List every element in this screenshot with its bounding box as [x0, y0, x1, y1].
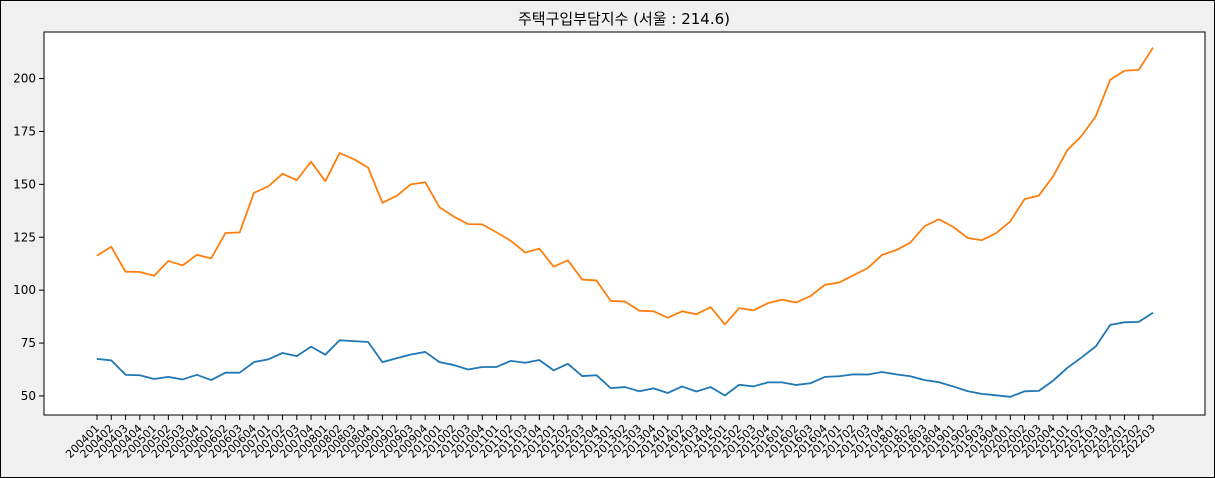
y-tick-label: 125	[13, 230, 36, 244]
series-lines	[96, 47, 1154, 398]
y-tick-label: 75	[21, 336, 36, 350]
y-tick-label: 150	[13, 177, 36, 191]
y-tick-label: 175	[13, 124, 36, 138]
y-axis: 50 75 100 125 150 175 200	[13, 72, 44, 403]
x-axis: 2004012004022004032004042005012005022005…	[63, 415, 1158, 461]
plot-area	[43, 31, 1206, 416]
y-tick-label: 100	[13, 283, 36, 297]
y-tick-label: 50	[21, 389, 36, 403]
series-line-1	[96, 312, 1154, 398]
chart-title: 주택구입부담지수 (서울 : 214.6)	[518, 10, 730, 28]
y-tick-label: 200	[13, 72, 36, 86]
series-line-2	[96, 47, 1154, 326]
